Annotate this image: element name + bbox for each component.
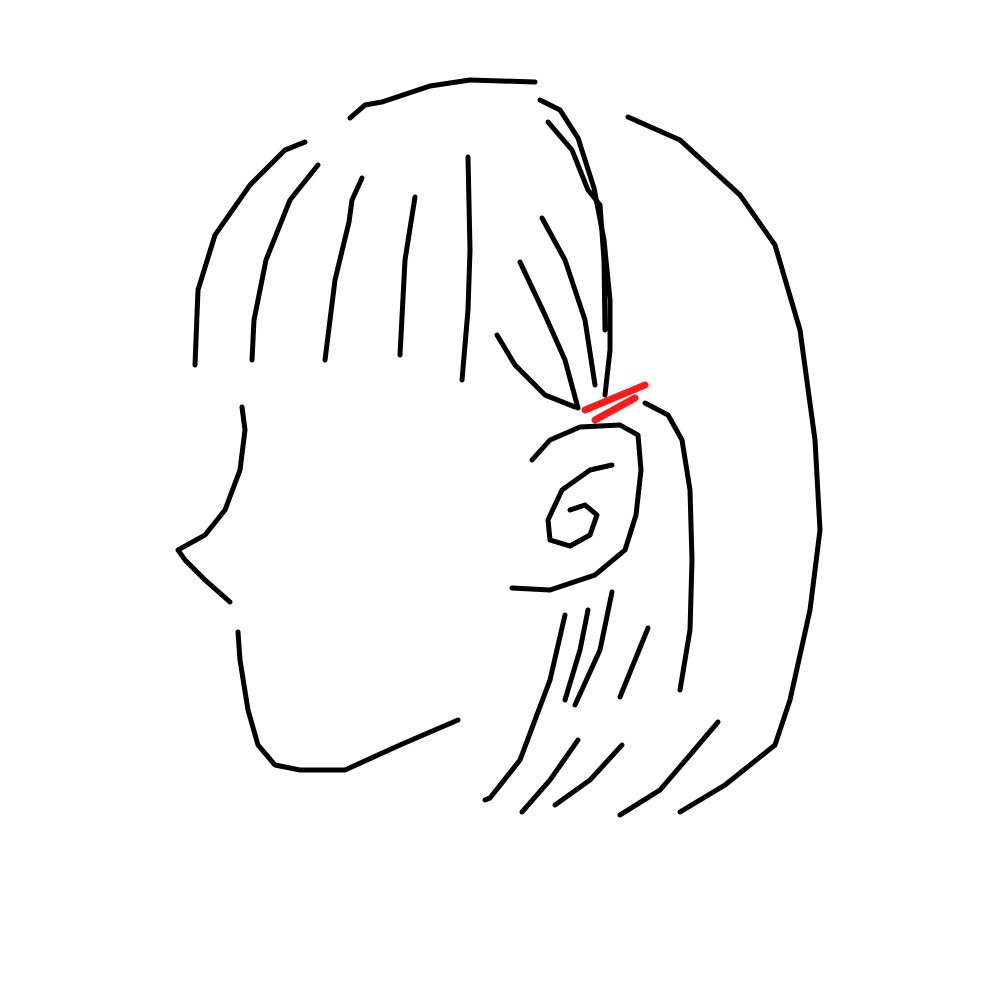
bangs-strand-1	[192, 139, 308, 368]
hair-back-outline	[625, 114, 823, 748]
ear-inner-swirl	[545, 462, 615, 549]
face-strokes	[175, 404, 461, 773]
hair-crown-outer	[537, 97, 613, 398]
lower-strand-7	[617, 719, 721, 818]
hair-tie-stroke-1	[581, 381, 649, 414]
bangs-strand-5	[459, 154, 473, 383]
lower-strand-5	[519, 737, 581, 815]
side-strand-3	[494, 332, 578, 410]
hair-strokes	[192, 77, 823, 818]
bangs-strand-3	[322, 175, 365, 363]
lower-strand-3	[572, 589, 615, 708]
lower-strand-8	[677, 742, 778, 815]
hair-tie-stroke-2	[591, 394, 639, 424]
side-strand-1	[539, 215, 598, 388]
hair-top-arc	[347, 77, 538, 121]
lower-strand-1	[482, 612, 568, 803]
bangs-strand-4	[397, 194, 418, 358]
hair-behind-ear	[642, 400, 695, 693]
bangs-strand-2	[249, 162, 321, 363]
lower-strand-6	[552, 742, 625, 808]
side-strand-2	[517, 259, 581, 411]
lower-strand-2	[562, 607, 591, 703]
face-profile-upper	[175, 404, 248, 605]
hair-tie-icon	[581, 381, 649, 424]
ear	[509, 422, 644, 593]
lower-strand-4	[617, 625, 651, 700]
ear-outer	[509, 422, 644, 593]
face-chin-jaw	[235, 629, 461, 773]
hair-crown-inner	[545, 119, 608, 333]
